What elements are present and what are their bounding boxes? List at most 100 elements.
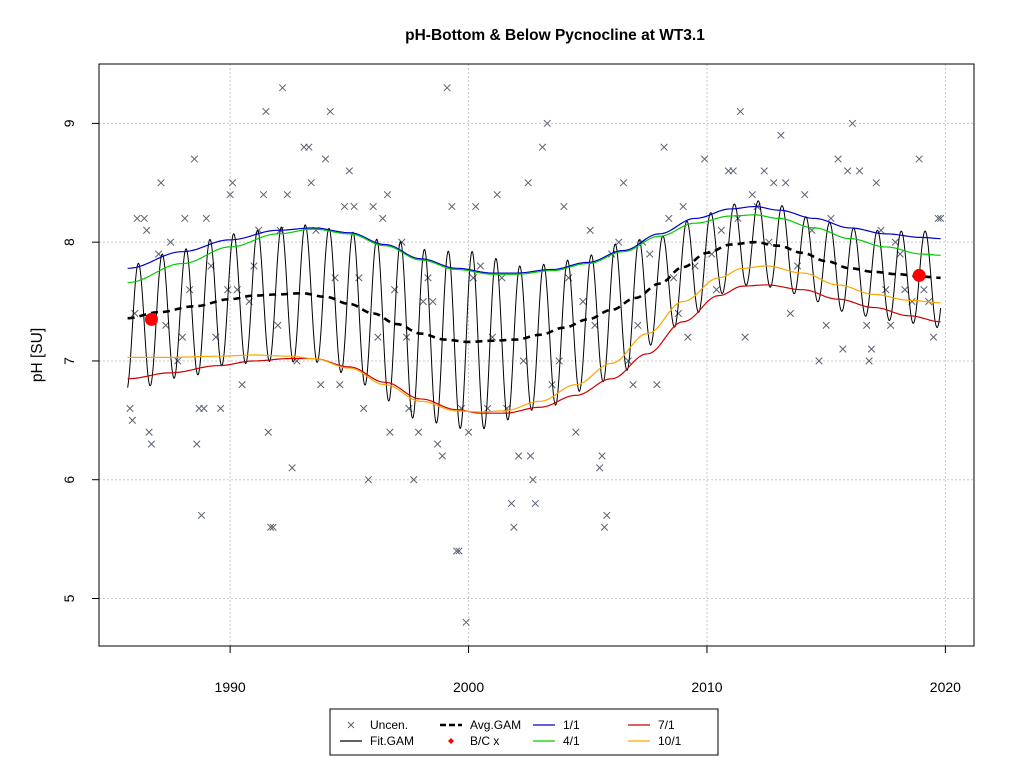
legend-label: Fit.GAM xyxy=(370,734,414,748)
legend-item-avg_gam: Avg.GAM xyxy=(440,718,521,732)
uncen-point xyxy=(603,511,611,520)
uncen-point xyxy=(498,274,506,282)
x-axis: 1990 2000 2010 2020 xyxy=(215,646,961,695)
uncen-point xyxy=(128,416,137,424)
uncen-point xyxy=(140,214,148,223)
series-line-s_10_1 xyxy=(127,265,941,413)
uncen-point xyxy=(598,452,606,460)
uncen-point xyxy=(259,190,268,199)
uncen-point xyxy=(934,214,942,223)
uncen-point xyxy=(202,214,210,223)
uncen-point xyxy=(936,214,945,223)
uncen-point xyxy=(226,190,234,199)
uncen-point xyxy=(867,345,876,353)
legend-item-bc: B/C x xyxy=(448,734,499,748)
uncen-point xyxy=(133,214,141,223)
y-tick-label: 6 xyxy=(61,476,77,484)
legend-item-s_7_1: 7/1 xyxy=(628,718,675,732)
uncen-point xyxy=(331,274,339,282)
legend-item-uncen: Uncen. xyxy=(347,718,408,732)
uncen-point xyxy=(269,523,277,531)
uncen-point xyxy=(429,297,437,306)
uncen-point xyxy=(741,333,749,341)
uncen-point xyxy=(886,321,895,329)
uncen-point xyxy=(629,381,637,389)
uncen-point xyxy=(579,297,587,306)
uncen-point xyxy=(679,202,687,211)
uncen-point xyxy=(827,214,835,223)
y-axis: 5 6 7 8 9 xyxy=(61,119,99,602)
uncen-point xyxy=(560,202,568,211)
uncen-point xyxy=(624,357,632,365)
uncen-point xyxy=(157,179,165,187)
uncen-point xyxy=(278,84,287,92)
uncen-point xyxy=(162,321,170,329)
uncen-point xyxy=(843,167,852,175)
legend-label: Avg.GAM xyxy=(470,718,521,732)
uncen-point xyxy=(131,309,139,318)
uncen-point xyxy=(143,226,151,234)
uncen-point xyxy=(839,345,847,353)
uncen-point xyxy=(572,428,580,436)
uncen-point xyxy=(452,547,461,555)
legend-item-s_1_1: 1/1 xyxy=(533,718,580,732)
uncen-point xyxy=(519,357,528,365)
uncen-point xyxy=(359,404,368,413)
uncen-point xyxy=(748,190,756,199)
legend-label: 1/1 xyxy=(563,718,580,732)
uncen-point xyxy=(674,309,683,318)
uncen-point xyxy=(216,404,225,413)
uncen-point xyxy=(464,428,473,436)
uncen-point xyxy=(493,190,501,199)
uncen-point xyxy=(238,381,246,389)
uncen-point xyxy=(507,499,516,508)
uncen-point xyxy=(386,428,394,436)
uncen-point xyxy=(669,274,678,282)
uncen-point xyxy=(326,107,334,116)
uncen-point xyxy=(455,547,463,555)
uncen-point xyxy=(920,286,928,294)
avg-gam-line xyxy=(127,240,941,344)
legend-label: Uncen. xyxy=(370,718,408,732)
uncen-point xyxy=(524,179,532,187)
uncen-point xyxy=(267,523,275,531)
uncen-point xyxy=(336,381,344,389)
uncen-point xyxy=(190,155,199,163)
x-tick-label: 2010 xyxy=(691,679,722,695)
y-tick-label: 7 xyxy=(61,357,77,365)
uncen-point xyxy=(317,381,325,389)
bc-point xyxy=(144,312,158,326)
uncen-point xyxy=(684,333,692,341)
legend-label: 7/1 xyxy=(658,718,675,732)
uncen-point xyxy=(929,333,938,341)
uncen-point xyxy=(200,404,208,413)
uncen-point xyxy=(438,452,446,460)
uncen-point xyxy=(770,179,778,187)
uncen-point xyxy=(660,143,668,151)
uncen-point xyxy=(264,428,272,436)
x-tick-label: 2020 xyxy=(930,679,961,695)
legend-label: 10/1 xyxy=(658,734,682,748)
legend-label: 4/1 xyxy=(563,734,580,748)
uncen-point xyxy=(443,84,451,92)
uncen-point xyxy=(891,238,899,246)
uncen-point xyxy=(901,286,909,294)
uncen-point xyxy=(736,107,745,116)
uncen-point xyxy=(433,440,442,448)
uncen-point xyxy=(283,190,292,199)
plot-frame xyxy=(98,63,975,647)
uncen-point xyxy=(448,202,456,211)
uncen-point xyxy=(181,214,189,223)
uncen-point xyxy=(307,179,315,187)
uncen-point xyxy=(483,404,492,413)
uncen-point xyxy=(760,167,768,175)
y-tick-label: 9 xyxy=(61,119,77,127)
uncen-point xyxy=(390,286,399,294)
series-line-s_4_1 xyxy=(127,214,941,284)
uncen-point xyxy=(855,167,864,175)
uncen-point xyxy=(801,190,809,199)
legend: Uncen. Fit.GAM Avg.GAM B/C x 1/1 4/1 7/1 10/1 xyxy=(329,708,719,756)
uncen-point xyxy=(145,428,153,436)
uncen-point xyxy=(634,321,642,329)
